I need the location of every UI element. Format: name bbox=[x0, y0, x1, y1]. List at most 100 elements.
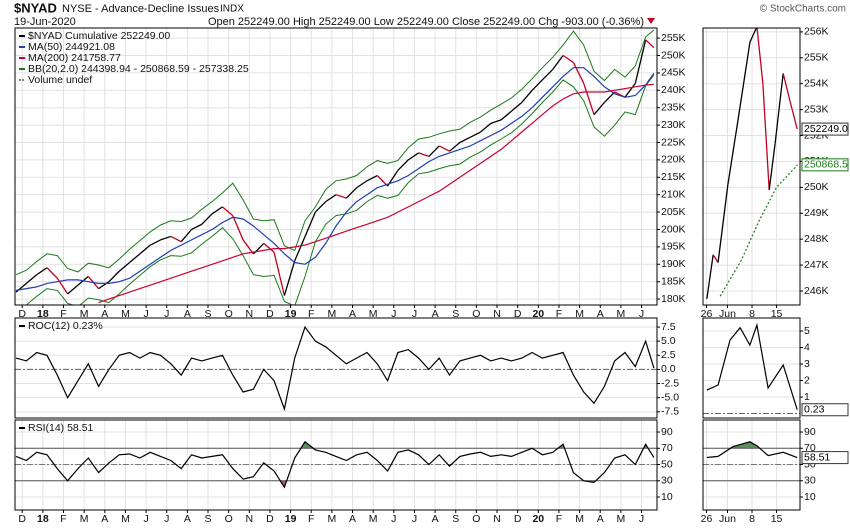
x-tick-label: 20 bbox=[532, 308, 544, 320]
price-segment bbox=[624, 82, 636, 98]
x-tick-label: A bbox=[101, 513, 108, 525]
end-label-box bbox=[801, 158, 849, 172]
price-segment bbox=[438, 145, 450, 152]
price-segment bbox=[67, 284, 79, 295]
end-label: 250868.5 bbox=[804, 159, 848, 171]
bollinger-upper bbox=[15, 29, 655, 276]
y-tick-label: 2 bbox=[804, 374, 810, 386]
price-segment bbox=[170, 235, 182, 243]
x-tick-label: 26 bbox=[701, 513, 713, 525]
x-tick-label: J bbox=[412, 308, 417, 320]
x-tick-label: M bbox=[369, 308, 378, 320]
price-segment bbox=[118, 262, 130, 272]
panel-bg bbox=[15, 318, 657, 418]
price-segment bbox=[789, 101, 798, 130]
y-tick-label: 185K bbox=[661, 275, 686, 287]
x-tick-label: J bbox=[639, 308, 644, 320]
price-segment bbox=[706, 254, 714, 299]
price-segment bbox=[552, 55, 564, 70]
panel bbox=[15, 325, 657, 413]
y-tick-label: -7.5 bbox=[661, 406, 679, 418]
y-tick-label: 247K bbox=[804, 259, 829, 271]
x-tick-label: J bbox=[164, 308, 169, 320]
price-segment bbox=[490, 119, 502, 124]
price-segment bbox=[283, 260, 296, 296]
x-tick-label: A bbox=[597, 308, 604, 320]
price-segment bbox=[717, 184, 729, 263]
x-tick-label: J bbox=[391, 308, 396, 320]
x-tick-label: M bbox=[616, 513, 625, 525]
panel bbox=[703, 420, 800, 510]
panel-frame bbox=[14, 419, 658, 511]
price-segment bbox=[108, 270, 120, 283]
legend-entry: MA(50) 244921.08 bbox=[28, 41, 115, 53]
end-label: 0.23 bbox=[804, 404, 825, 416]
x-tick-label: N bbox=[246, 513, 254, 525]
y-tick-label: 180K bbox=[661, 293, 686, 305]
y-tick-label: 246K bbox=[804, 285, 829, 297]
credit: © StockCharts.com bbox=[760, 4, 846, 15]
panel bbox=[703, 28, 800, 305]
price-segment bbox=[36, 267, 48, 276]
x-tick-label: A bbox=[349, 308, 356, 320]
price-segment bbox=[129, 253, 141, 264]
y-tick-label: 10 bbox=[661, 491, 673, 503]
overbought-fill bbox=[706, 441, 798, 449]
y-tick-label: 4 bbox=[804, 341, 810, 353]
x-tick-label: 15 bbox=[771, 513, 783, 525]
y-tick-label: 220K bbox=[661, 154, 686, 166]
x-tick-label: D bbox=[514, 308, 522, 320]
panel bbox=[15, 420, 657, 510]
y-tick-label: 1 bbox=[804, 391, 810, 403]
price-segment bbox=[583, 83, 595, 115]
exchange: INDX bbox=[220, 4, 244, 15]
price-segment bbox=[325, 194, 337, 203]
panel-frame bbox=[702, 419, 801, 511]
y-tick-label: 7.5 bbox=[661, 321, 676, 333]
legend-entry: Volume undef bbox=[28, 74, 92, 86]
price-segment bbox=[459, 136, 471, 144]
price-segment bbox=[774, 73, 784, 144]
x-tick-label: 26 bbox=[701, 308, 713, 320]
price-segment bbox=[356, 180, 368, 189]
x-tick-label: S bbox=[205, 308, 212, 320]
price-segment bbox=[712, 254, 719, 263]
legend-entry: BB(20,2.0) 244398.94 - 250868.59 - 25733… bbox=[28, 63, 249, 75]
price-segment bbox=[335, 194, 347, 199]
x-tick-label: A bbox=[432, 308, 439, 320]
price-segment bbox=[756, 28, 764, 84]
x-tick-label: O bbox=[225, 513, 233, 525]
y-tick-label: 250K bbox=[661, 49, 686, 61]
y-tick-label: 190K bbox=[661, 258, 686, 270]
series-line bbox=[98, 83, 654, 304]
y-tick-label: 5.0 bbox=[661, 335, 676, 347]
price-segment bbox=[428, 145, 440, 157]
x-tick-label: S bbox=[452, 513, 459, 525]
y-tick-label: 2.5 bbox=[661, 349, 676, 361]
price-segment bbox=[749, 28, 758, 43]
y-tick-label: 90 bbox=[661, 426, 673, 438]
price-segment bbox=[191, 223, 203, 231]
price-segment bbox=[572, 62, 585, 84]
price-segment bbox=[139, 244, 151, 255]
price-segment bbox=[531, 79, 543, 91]
panel-frame bbox=[14, 317, 658, 419]
x-tick-label: F bbox=[308, 513, 314, 525]
x-tick-label: F bbox=[60, 513, 66, 525]
price-segment bbox=[201, 213, 213, 225]
price-segment bbox=[314, 201, 327, 213]
price-segment bbox=[149, 239, 161, 246]
panel-frame bbox=[702, 27, 801, 306]
price-segment bbox=[469, 131, 481, 138]
y-tick-label: 254K bbox=[804, 77, 829, 89]
y-tick-label: 50 bbox=[661, 458, 673, 470]
price-segment bbox=[407, 152, 419, 161]
y-tick-label: 250K bbox=[804, 181, 829, 193]
legend-entry: ROC(12) 0.23% bbox=[28, 320, 103, 332]
x-tick-label: M bbox=[327, 513, 336, 525]
panel bbox=[15, 28, 657, 305]
y-tick-label: 70 bbox=[804, 442, 816, 454]
price-segment bbox=[737, 42, 751, 121]
x-tick-label: 20 bbox=[532, 513, 544, 525]
